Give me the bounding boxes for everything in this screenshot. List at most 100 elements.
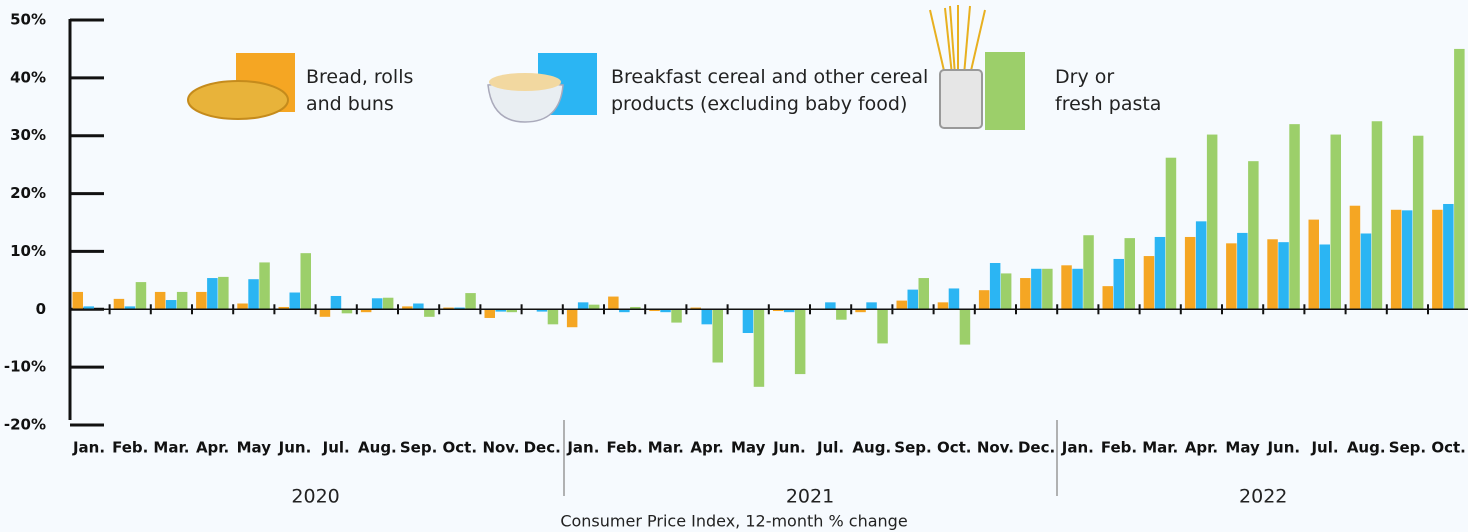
legend-swatch: [985, 52, 1025, 130]
bar: [1103, 286, 1114, 309]
bar: [795, 309, 806, 374]
bar: [671, 309, 682, 322]
bar: [1309, 220, 1320, 310]
bar: [290, 293, 301, 310]
x-tick-label: Mar.: [648, 439, 684, 457]
y-tick-label: 40%: [10, 68, 46, 86]
bar: [136, 282, 147, 309]
y-tick-label: 20%: [10, 184, 46, 202]
x-tick-label: Nov.: [977, 439, 1014, 457]
bar: [938, 302, 949, 309]
x-tick-label: Aug.: [1347, 439, 1386, 457]
bar: [1042, 269, 1053, 310]
bar: [1114, 259, 1125, 309]
bar: [166, 300, 177, 309]
bar: [1155, 237, 1166, 309]
x-tick-label: Jun.: [278, 439, 312, 457]
legend-label: Dry or fresh pasta: [1055, 64, 1161, 118]
bar: [1454, 49, 1465, 309]
bar: [1001, 273, 1012, 309]
bar: [207, 278, 218, 309]
bar: [567, 309, 578, 327]
x-tick-label: Aug.: [852, 439, 891, 457]
bar: [1267, 239, 1278, 309]
bar: [608, 297, 619, 310]
bar: [248, 279, 258, 309]
x-tick-label: Jan.: [72, 439, 105, 457]
bar: [1226, 243, 1237, 309]
bar: [578, 302, 589, 309]
x-tick-label: Jun.: [1266, 439, 1300, 457]
bar: [301, 253, 312, 309]
year-label: 2020: [291, 486, 339, 508]
bar: [320, 309, 331, 317]
x-tick-label: Sep.: [1389, 439, 1426, 457]
x-tick-label: Oct.: [1431, 439, 1466, 457]
x-tick-label: Dec.: [524, 439, 561, 457]
y-tick-label: 0: [36, 300, 46, 318]
bar: [919, 278, 930, 309]
bar: [155, 292, 166, 309]
bar: [1031, 269, 1042, 310]
page: Consumer Price Index, 12-month % change …: [0, 0, 1468, 532]
x-tick-label: Jun.: [772, 439, 806, 457]
x-tick-label: Nov.: [482, 439, 519, 457]
x-tick-label: Jul.: [322, 439, 350, 457]
bar: [1083, 235, 1094, 309]
bar: [713, 309, 724, 362]
bar: [196, 292, 207, 309]
bar: [218, 277, 229, 309]
bar: [237, 304, 248, 310]
x-axis-label: Consumer Price Index, 12-month % change: [560, 512, 907, 531]
bar: [1443, 204, 1454, 309]
x-tick-label: Mar.: [1142, 439, 1178, 457]
bar: [114, 299, 125, 309]
bar: [413, 304, 424, 310]
bar: [1248, 161, 1259, 309]
legend-label: Breakfast cereal and other cereal produc…: [611, 64, 928, 118]
bar: [1166, 158, 1177, 310]
bar: [1391, 210, 1402, 310]
bar: [897, 301, 908, 310]
bar: [825, 302, 836, 309]
x-tick-label: May: [237, 439, 272, 457]
bar: [1185, 237, 1196, 309]
x-tick-label: Dec.: [1018, 439, 1055, 457]
bar: [1125, 238, 1136, 309]
bar: [177, 292, 188, 309]
bar: [979, 290, 990, 309]
bar: [73, 292, 84, 309]
cup-icon: [940, 70, 982, 128]
y-tick-label: -10%: [4, 358, 46, 376]
bar: [990, 263, 1001, 309]
bar: [383, 298, 394, 310]
bar: [1320, 244, 1331, 309]
x-tick-label: Mar.: [153, 439, 189, 457]
bar: [1372, 121, 1383, 309]
x-tick-label: May: [1225, 439, 1260, 457]
bar: [1331, 135, 1342, 310]
bread-icon: [188, 81, 288, 119]
bar: [331, 296, 342, 309]
x-tick-label: May: [731, 439, 766, 457]
year-label: 2022: [1239, 486, 1287, 508]
bar: [743, 309, 754, 333]
bar: [485, 309, 496, 318]
bar: [1020, 278, 1031, 309]
x-tick-label: Jul.: [816, 439, 844, 457]
bar: [1072, 269, 1083, 310]
bar: [1402, 210, 1413, 309]
x-tick-label: Feb.: [1101, 439, 1137, 457]
x-tick-label: Feb.: [112, 439, 148, 457]
x-tick-label: Oct.: [937, 439, 972, 457]
bar: [754, 309, 765, 387]
bar: [1413, 136, 1424, 310]
bar: [1207, 135, 1218, 310]
bar: [1237, 233, 1248, 309]
y-tick-label: 10%: [10, 242, 46, 260]
bar: [548, 309, 559, 324]
bar: [372, 298, 383, 309]
bar: [465, 293, 476, 309]
bar: [259, 262, 270, 309]
x-tick-label: Jul.: [1310, 439, 1338, 457]
